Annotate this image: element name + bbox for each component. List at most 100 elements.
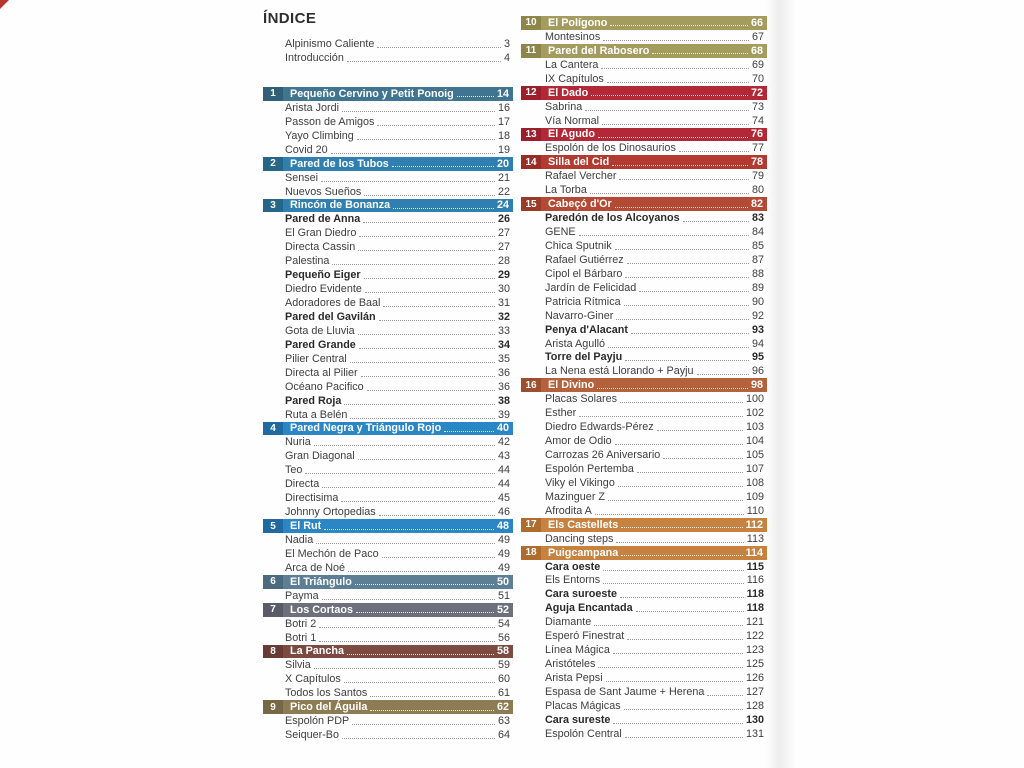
page-number: 109 [745,490,764,503]
page-number: 64 [497,729,510,742]
toc-entry: IX Capítulos 70 [521,72,767,86]
dot-leader [346,60,501,62]
dot-leader [313,668,495,670]
page-number: 79 [751,170,764,183]
toc-entry: Seiquer-Bo 64 [263,728,513,742]
toc-entry: Dancing steps 113 [521,532,767,546]
page-number: 83 [751,212,764,225]
dot-leader [614,206,748,208]
entry-label: Espolón de los Dinosaurios [545,142,676,155]
dot-leader [616,318,749,320]
entry-label: Gran Diagonal [285,450,355,463]
dot-leader [621,555,743,557]
toc-entry: Covid 20 19 [263,143,513,157]
page-number: 43 [497,450,510,463]
page-number: 19 [497,143,510,156]
left-sections: 1 Pequeño Cervino y Petit Ponoig 14 Arista … [263,87,513,742]
toc-entry: Patricia Rítmica 90 [521,295,767,309]
section-number: 18 [521,545,541,560]
dot-leader [358,250,495,252]
page-number: 76 [750,128,763,141]
page-number: 44 [497,478,510,491]
dot-leader [625,276,749,278]
section-number: 2 [263,156,283,171]
entry-label: GENE [545,226,576,239]
page-number: 118 [746,588,764,601]
toc-entry: Esther 102 [521,406,767,420]
dot-leader [652,53,748,55]
section-title: El Dado [548,86,589,99]
section-number: 4 [263,421,283,436]
dot-leader [342,110,495,112]
entry-label: Aristóteles [545,658,596,671]
page-number: 14 [496,87,509,100]
section-number: 17 [521,517,541,532]
toc-entry: Espolón PDP 63 [263,714,513,728]
entry-label: Passon de Amigos [285,115,375,128]
entry-label: Cara oeste [545,560,601,573]
dot-leader [617,485,743,487]
dot-leader [363,278,495,280]
section-title: Pico del Águila [290,701,368,714]
page-number: 33 [497,324,510,337]
dot-leader [696,374,749,376]
toc-entry: El Mechón de Paco 49 [263,547,513,561]
dot-leader [603,39,749,41]
page-number: 85 [751,239,764,252]
page-number: 58 [496,645,509,658]
toc-entry: Espolón Central 131 [521,727,767,741]
dot-leader [378,319,495,321]
toc-entry: Alpinismo Caliente 3 [263,37,513,51]
page-number: 110 [746,504,764,517]
entry-label: Covid 20 [285,143,328,156]
dot-leader [456,96,494,98]
page-number: 62 [496,701,509,714]
dot-leader [601,67,749,69]
dot-leader [603,569,744,571]
entry-label: Directa al Pilier [285,366,358,379]
dot-leader [589,193,749,195]
page-number: 17 [497,115,510,128]
dot-leader [342,738,495,740]
toc-left-column: ÍNDICE Alpinismo Caliente 3 Introducción 4 … [263,0,513,768]
entry-label: Montesinos [545,30,601,43]
entry-label: Paredón de los Alcoyanos [545,212,680,225]
entry-label: Arista Agulló [545,337,606,350]
page-number: 102 [745,407,764,420]
entry-label: Teo [285,464,303,477]
toc-entry: Rafael Gutiérrez 87 [521,253,767,267]
dot-leader [349,361,495,363]
intro-entries: Alpinismo Caliente 3 Introducción 4 [263,37,513,65]
entry-label: El Mechón de Paco [285,547,379,560]
toc-entry: Pilier Central 35 [263,352,513,366]
dot-leader [578,235,749,236]
dot-leader [613,722,743,724]
dot-leader [348,570,495,572]
page-number: 108 [745,476,764,489]
page-number: 44 [497,464,510,477]
dot-leader [623,708,743,710]
entry-label: Espolón Central [545,727,622,740]
page-number: 116 [746,574,764,587]
toc-entry: Diedro Edwards-Pérez 103 [521,420,767,434]
toc-entry: El Gran Diedro 27 [263,226,513,240]
page-number: 51 [497,589,510,602]
scan-corner-artifact [0,0,9,9]
entry-label: Aguja Encantada [545,602,633,615]
page-number: 82 [750,198,763,211]
right-sections: 10 El Polígono 66 Montesinos 67 11 Pared del R… [521,16,767,741]
page-number: 92 [751,309,764,322]
dot-leader [322,487,495,489]
dot-leader [605,681,743,682]
toc-entry: Aristóteles 125 [521,657,767,671]
toc-entry: Montesinos 67 [521,30,767,44]
page-number: 130 [745,713,764,726]
toc-entry: Directisima 45 [263,491,513,505]
page-number: 105 [745,449,764,462]
page-number: 40 [496,422,509,435]
entry-label: Ruta a Belén [285,408,348,421]
entry-label: Pared Grande [285,338,356,351]
page-number: 35 [497,352,510,365]
section-number: 5 [263,519,283,533]
entry-label: Torre del Payju [545,351,623,364]
